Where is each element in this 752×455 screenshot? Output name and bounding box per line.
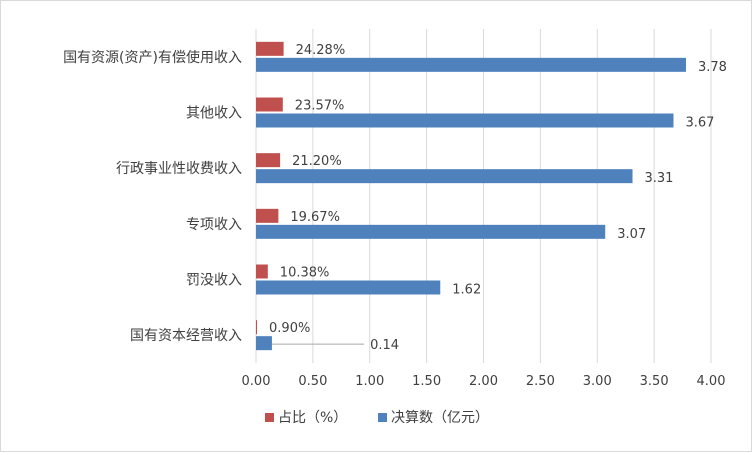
category-label: 国有资源(资产)有偿使用收入 bbox=[63, 49, 242, 66]
gridlines bbox=[255, 29, 712, 363]
x-tick-labels: 0.00 0.50 1.00 1.50 2.00 2.50 3.00 3.50 4.00 bbox=[242, 374, 726, 389]
data-label-share: 10.38% bbox=[280, 266, 330, 281]
bar-amount bbox=[256, 224, 606, 239]
data-label-amount: 1.62 bbox=[452, 283, 481, 298]
legend-swatch-amount bbox=[378, 413, 387, 422]
bar-share bbox=[256, 208, 279, 223]
category-label: 专项收入 bbox=[186, 217, 242, 233]
x-tick-label: 0.00 bbox=[242, 374, 271, 389]
bar-amount bbox=[256, 57, 686, 72]
data-label-amount: 3.67 bbox=[685, 116, 714, 131]
legend-label-amount: 决算数（亿元） bbox=[391, 410, 489, 426]
category-label: 罚没收入 bbox=[186, 273, 242, 289]
data-label-share: 23.57% bbox=[295, 99, 345, 114]
category-label: 行政事业性收费收入 bbox=[116, 161, 242, 177]
bar-share bbox=[256, 153, 281, 168]
bars bbox=[256, 41, 686, 351]
category-labels: 国有资源(资产)有偿使用收入其他收入行政事业性收费收入专项收入罚没收入国有资本经… bbox=[63, 49, 242, 344]
bar-share bbox=[256, 264, 268, 279]
data-label-share: 24.28% bbox=[296, 43, 346, 58]
data-label-amount: 3.31 bbox=[645, 171, 674, 186]
x-tick-label: 0.50 bbox=[298, 374, 327, 389]
data-label-amount: 3.78 bbox=[698, 60, 727, 75]
data-label-amount: 3.07 bbox=[617, 227, 646, 242]
legend-label-share: 占比（%） bbox=[278, 410, 347, 426]
bar-amount bbox=[256, 336, 272, 351]
data-label-share: 0.90% bbox=[269, 321, 310, 336]
bar-share bbox=[256, 97, 283, 112]
bar-share bbox=[256, 320, 258, 335]
x-tick-label: 3.50 bbox=[640, 374, 669, 389]
data-label-share: 21.20% bbox=[292, 154, 342, 169]
legend-swatch-share bbox=[265, 413, 274, 422]
category-label: 国有资本经营收入 bbox=[130, 328, 242, 344]
x-tick-label: 1.00 bbox=[355, 374, 384, 389]
x-tick-label: 3.00 bbox=[583, 374, 612, 389]
data-label-share: 19.67% bbox=[290, 210, 340, 225]
x-tick-label: 2.50 bbox=[526, 374, 555, 389]
legend: 占比（%） 决算数（亿元） bbox=[265, 410, 489, 426]
bar-amount bbox=[256, 113, 674, 128]
data-labels: 24.28% 3.78 23.57% 3.67 21.20% 3.31 19.67% 3.07… bbox=[269, 43, 727, 353]
category-label: 其他收入 bbox=[186, 106, 242, 122]
x-tick-label: 2.00 bbox=[469, 374, 498, 389]
bar-share bbox=[256, 41, 284, 56]
bar-amount bbox=[256, 169, 633, 184]
bar-amount bbox=[256, 280, 441, 295]
data-label-amount: 0.14 bbox=[370, 338, 399, 353]
x-tick-label: 1.50 bbox=[412, 374, 441, 389]
x-tick-label: 4.00 bbox=[697, 374, 726, 389]
